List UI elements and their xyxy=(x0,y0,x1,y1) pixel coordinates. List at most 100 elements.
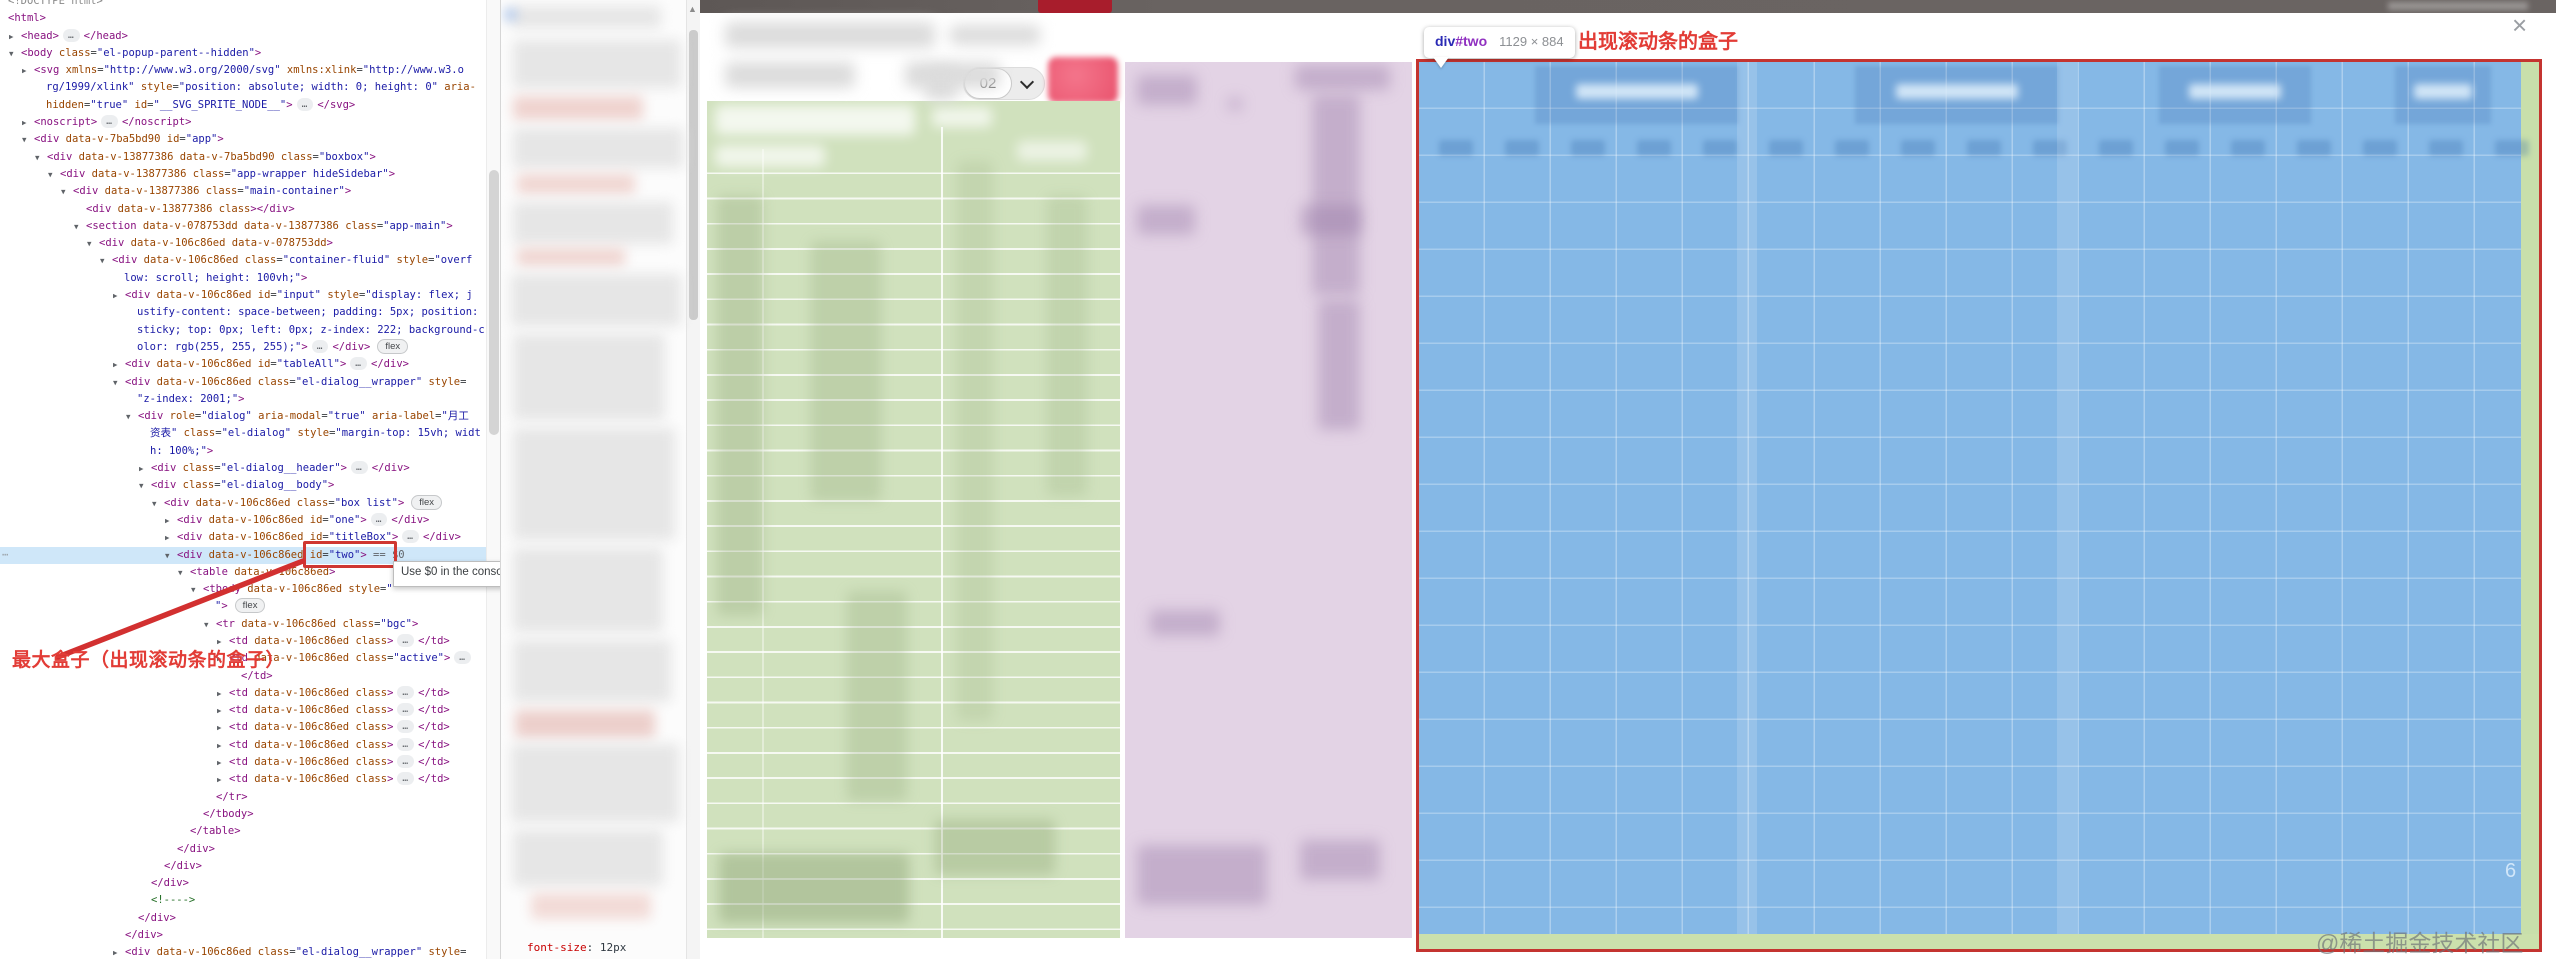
collapse-icon[interactable]: ▼ xyxy=(22,135,27,145)
ellipsis-badge[interactable]: … xyxy=(397,633,415,647)
code-line[interactable]: ▶ <div data-v-106c86ed class="el-dialog__… xyxy=(0,944,486,959)
expand-icon[interactable]: ▶ xyxy=(165,533,170,543)
code-line[interactable]: ▶ <td data-v-106c86ed class>… </td> xyxy=(0,771,486,788)
ellipsis-badge[interactable]: … xyxy=(397,772,415,786)
code-line[interactable]: "z-index: 2001;"> xyxy=(0,391,486,408)
code-line[interactable]: ▼ <div data-v-106c86ed class="box list"> f… xyxy=(0,494,486,512)
expand-icon[interactable]: ▶ xyxy=(139,464,144,474)
expand-icon[interactable]: ▶ xyxy=(22,66,27,76)
code-line[interactable]: hidden="true" id="__SVG_SPRITE_NODE__">…… xyxy=(0,97,486,114)
code-line[interactable]: ▶ <td data-v-106c86ed class>… </td> xyxy=(0,719,486,736)
code-line[interactable]: ▼ <div data-v-7ba5bd90 id="app"> xyxy=(0,131,486,148)
collapse-icon[interactable]: ▼ xyxy=(87,239,92,249)
collapse-icon[interactable]: ▼ xyxy=(152,498,157,508)
ellipsis-badge[interactable]: … xyxy=(397,685,415,699)
code-line[interactable]: <!DOCTYPE html> xyxy=(0,0,486,10)
code-line[interactable]: ▶ <div data-v-106c86ed id="input" style="… xyxy=(0,287,486,304)
code-line[interactable]: ▼ <section data-v-078753dd data-v-1387738… xyxy=(0,218,486,235)
expand-icon[interactable]: ▶ xyxy=(113,291,118,301)
collapse-icon[interactable]: ▼ xyxy=(178,567,183,577)
chevron-down-icon[interactable] xyxy=(1019,74,1035,90)
ellipsis-badge[interactable]: … xyxy=(101,115,118,129)
export-button-blurred[interactable] xyxy=(1048,57,1118,103)
ellipsis-badge[interactable]: … xyxy=(397,755,415,769)
highlighted-element-div-two[interactable]: 6 xyxy=(1419,62,2539,949)
ellipsis-badge[interactable]: … xyxy=(454,651,472,665)
ellipsis-badge[interactable]: … xyxy=(296,97,314,111)
elements-scrollbar[interactable] xyxy=(486,0,500,959)
collapse-icon[interactable]: ▼ xyxy=(35,152,40,162)
code-line[interactable]: </table> xyxy=(0,823,486,840)
expand-icon[interactable]: ▶ xyxy=(113,948,118,958)
row-menu-icon[interactable]: ⋯ xyxy=(2,548,10,561)
collapse-icon[interactable]: ▼ xyxy=(126,412,131,422)
code-line[interactable]: ▶ <noscript>… </noscript> xyxy=(0,114,486,131)
code-line[interactable]: </div> xyxy=(0,841,486,858)
code-line[interactable]: 资表" class="el-dialog" style="margin-top:… xyxy=(0,425,486,442)
code-line[interactable]: ▼ <div data-v-13877386 class="app-wrapper… xyxy=(0,166,486,183)
collapse-icon[interactable]: ▼ xyxy=(74,221,79,231)
expand-icon[interactable]: ▶ xyxy=(9,31,14,41)
code-line[interactable]: ▶ <td data-v-106c86ed class>… </td> xyxy=(0,702,486,719)
collapse-icon[interactable]: ▼ xyxy=(9,48,14,58)
code-line[interactable]: </tbody> xyxy=(0,806,486,823)
code-line[interactable]: </tr> xyxy=(0,789,486,806)
code-line[interactable]: ▶ <td data-v-106c86ed class>… </td> xyxy=(0,754,486,771)
flex-badge[interactable]: flex xyxy=(234,598,266,614)
code-line[interactable]: ▶ <td data-v-106c86ed class>… </td> xyxy=(0,685,486,702)
expand-icon[interactable]: ▶ xyxy=(217,740,222,750)
code-line[interactable]: <div data-v-13877386 class></div> xyxy=(0,201,486,218)
code-line[interactable]: <!----> xyxy=(0,892,486,909)
code-line[interactable]: ▶ <head>… </head> xyxy=(0,28,486,45)
collapse-icon[interactable]: ▼ xyxy=(139,481,144,491)
code-line[interactable]: sticky; top: 0px; left: 0px; z-index: 22… xyxy=(0,322,486,339)
ellipsis-badge[interactable]: … xyxy=(397,737,415,751)
code-line[interactable]: ▶ <div class="el-dialog__header"> … </div> xyxy=(0,460,486,477)
code-line[interactable]: ▼ <body class="el-popup-parent--hidden"> xyxy=(0,45,486,62)
code-line[interactable]: <html> xyxy=(0,10,486,27)
horizontal-scrollbar-area[interactable] xyxy=(1419,934,2539,949)
code-line[interactable]: ▼ <div data-v-13877386 data-v-7ba5bd90 cl… xyxy=(0,149,486,166)
code-line[interactable]: ▶ <div data-v-106c86ed id="tableAll">… </d… xyxy=(0,356,486,373)
code-line[interactable]: ▼ <div role="dialog" aria-modal="true" ar… xyxy=(0,408,486,425)
code-line[interactable]: </div> xyxy=(0,875,486,892)
ellipsis-badge[interactable]: … xyxy=(351,461,368,475)
elements-scrollbar-thumb[interactable] xyxy=(489,170,499,435)
code-line[interactable]: ustify-content: space-between; padding: … xyxy=(0,304,486,321)
ellipsis-badge[interactable]: … xyxy=(350,357,368,371)
code-line[interactable]: h: 100%;"> xyxy=(0,443,486,460)
vertical-scrollbar-area[interactable] xyxy=(2521,62,2539,949)
collapse-icon[interactable]: ▼ xyxy=(113,377,118,387)
code-line[interactable]: </div> xyxy=(0,858,486,875)
code-line[interactable]: ▼ <div data-v-106c86ed data-v-078753dd> xyxy=(0,235,486,252)
flex-badge[interactable]: flex xyxy=(411,494,443,510)
code-line[interactable]: ▼ <div data-v-13877386 class="main-contai… xyxy=(0,183,486,200)
ellipsis-badge[interactable]: … xyxy=(397,720,415,734)
expand-icon[interactable]: ▶ xyxy=(113,360,118,370)
expand-icon[interactable]: ▶ xyxy=(165,515,170,525)
code-line[interactable]: ▶ <svg xmlns="http://www.w3.org/2000/svg"… xyxy=(0,62,486,79)
code-line[interactable]: rg/1999/xlink" style="position: absolute… xyxy=(0,79,486,96)
ellipsis-badge[interactable]: … xyxy=(397,703,415,717)
ellipsis-badge[interactable]: … xyxy=(402,530,420,544)
expand-icon[interactable]: ▶ xyxy=(217,758,222,768)
close-icon[interactable]: × xyxy=(2512,10,2528,40)
expand-icon[interactable]: ▶ xyxy=(217,775,222,785)
flex-badge[interactable]: flex xyxy=(377,338,409,354)
collapse-icon[interactable]: ▼ xyxy=(165,550,170,560)
collapse-icon[interactable]: ▼ xyxy=(61,187,66,197)
code-line[interactable]: ▼ <div data-v-106c86ed class="el-dialog__… xyxy=(0,374,486,391)
scroll-up-icon[interactable]: ▲ xyxy=(688,4,697,14)
ellipsis-badge[interactable]: … xyxy=(62,28,80,42)
expand-icon[interactable]: ▶ xyxy=(217,723,222,733)
code-line[interactable]: ▼ <div class="el-dialog__body"> xyxy=(0,477,486,494)
collapse-icon[interactable]: ▼ xyxy=(48,169,53,179)
collapse-icon[interactable]: ▼ xyxy=(204,619,209,629)
ellipsis-badge[interactable]: … xyxy=(311,339,329,353)
expand-icon[interactable]: ▶ xyxy=(22,118,27,128)
code-line[interactable]: low: scroll; height: 100vh;"> xyxy=(0,270,486,287)
code-line[interactable]: ▶ <div data-v-106c86ed id="titleBox">… </d… xyxy=(0,529,486,546)
code-line[interactable]: </div> xyxy=(0,910,486,927)
code-line[interactable]: </div> xyxy=(0,927,486,944)
ellipsis-badge[interactable]: … xyxy=(370,512,388,526)
